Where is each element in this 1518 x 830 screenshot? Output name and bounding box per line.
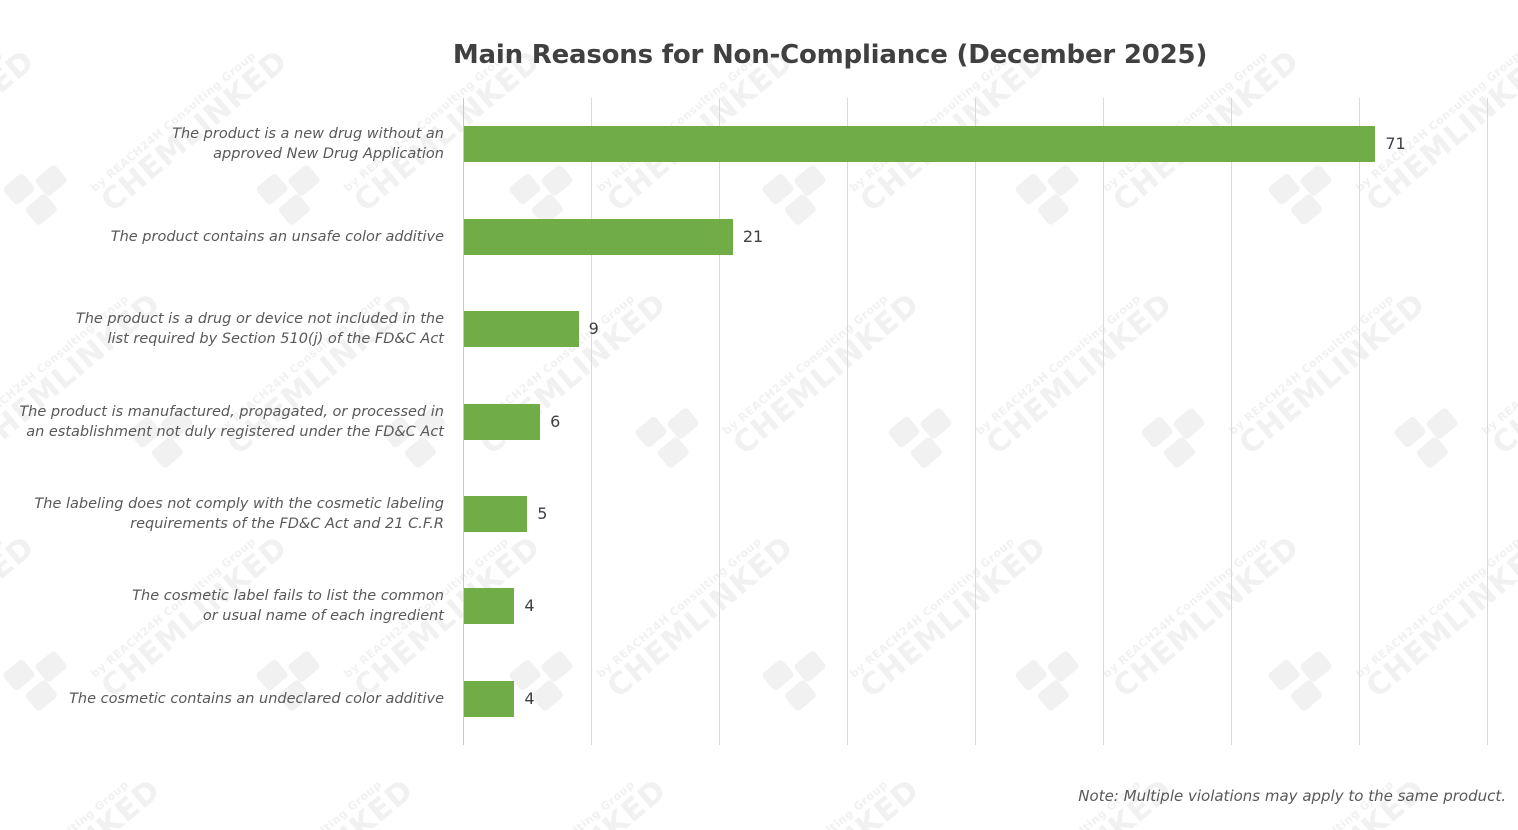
category-label-line: The product is manufactured, propagated,… xyxy=(19,403,444,420)
category-label-line: The labeling does not comply with the co… xyxy=(34,495,444,512)
gridline xyxy=(719,98,720,745)
category-label-line: approved New Drug Application xyxy=(213,146,444,163)
y-axis-category-labels: The product is a new drug without an appr… xyxy=(0,98,452,745)
bar-row: 4 xyxy=(463,680,1518,717)
category-label: The product is a drug or device not incl… xyxy=(0,309,452,349)
gridline xyxy=(1487,98,1488,745)
category-label-line: or usual name of each ingredient xyxy=(202,608,444,625)
bar-value-label: 9 xyxy=(588,319,599,339)
bar[interactable] xyxy=(463,588,515,625)
category-label-line: The product is a new drug without an xyxy=(172,126,444,143)
category-label-line: The cosmetic label fails to list the com… xyxy=(132,588,444,605)
bar[interactable] xyxy=(463,680,515,717)
bar-row: 71 xyxy=(463,126,1518,163)
gridline xyxy=(1103,98,1104,745)
chart-title: Main Reasons for Non-Compliance (Decembe… xyxy=(452,40,1208,70)
category-label: The cosmetic label fails to list the com… xyxy=(0,586,452,626)
bar-row: 21 xyxy=(463,218,1518,255)
bar-value-label: 21 xyxy=(742,226,764,246)
category-label: The product is a new drug without an appr… xyxy=(0,124,452,164)
bar[interactable] xyxy=(463,495,528,532)
bar-value-label: 4 xyxy=(524,596,535,616)
bar-row: 9 xyxy=(463,311,1518,348)
category-label-line: The cosmetic contains an undeclared colo… xyxy=(69,690,444,707)
plot-area: 71 21 9 6 5 4 4 xyxy=(463,98,1518,745)
category-label-line: requirements of the FD&C Act and 21 C.F.… xyxy=(130,515,444,532)
gridline xyxy=(1359,98,1360,745)
bar-value-label: 6 xyxy=(550,411,561,431)
gridline xyxy=(847,98,848,745)
bar[interactable] xyxy=(463,311,579,348)
category-label-line: an establishment not duly registered und… xyxy=(26,423,444,440)
bar-value-label: 71 xyxy=(1385,134,1406,154)
bar-row: 4 xyxy=(463,588,1518,625)
category-label-line: The product is a drug or device not incl… xyxy=(75,311,444,328)
chart-note: Note: Multiple violations may apply to t… xyxy=(1078,787,1506,805)
bar-row: 6 xyxy=(463,403,1518,440)
category-label: The product contains an unsafe color add… xyxy=(0,227,452,247)
gridline xyxy=(975,98,976,745)
category-label-line: The product contains an unsafe color add… xyxy=(110,228,444,245)
bar-row: 5 xyxy=(463,495,1518,532)
category-label-line: list required by Section 510(j) of the F… xyxy=(107,331,444,348)
y-axis-line xyxy=(463,98,464,745)
bar-value-label: 4 xyxy=(524,688,535,708)
category-label: The cosmetic contains an undeclared colo… xyxy=(0,689,452,709)
bar[interactable] xyxy=(463,126,1376,163)
category-label: The labeling does not comply with the co… xyxy=(0,494,452,534)
gridline xyxy=(591,98,592,745)
gridline xyxy=(1231,98,1232,745)
bar-value-label: 5 xyxy=(537,503,548,523)
bar[interactable] xyxy=(463,403,541,440)
category-label: The product is manufactured, propagated,… xyxy=(0,402,452,442)
bar[interactable] xyxy=(463,218,733,255)
